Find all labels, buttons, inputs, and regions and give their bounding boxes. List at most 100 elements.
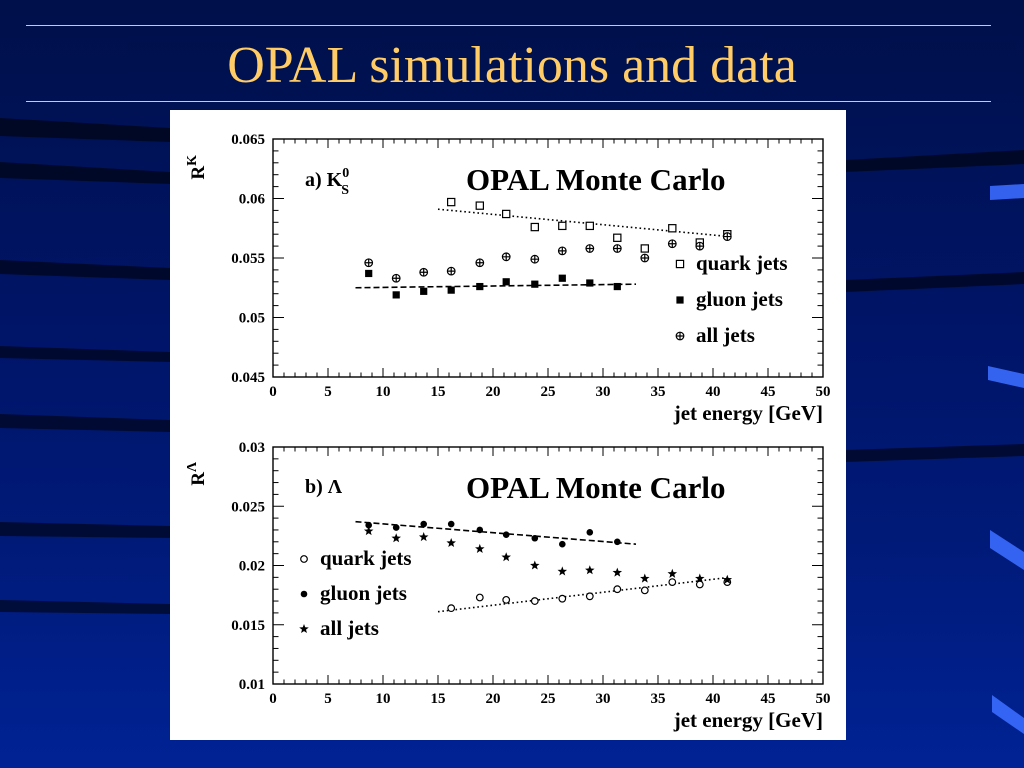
x-tick-label: 35 xyxy=(651,384,666,400)
data-point xyxy=(667,239,677,249)
legend-label: quark jets xyxy=(696,251,788,275)
data-point xyxy=(585,592,594,601)
y-tick-label: 0.05 xyxy=(239,311,265,327)
x-axis-label: jet energy [GeV] xyxy=(673,401,823,425)
y-tick-label: 0.02 xyxy=(239,559,265,575)
data-point xyxy=(613,233,622,242)
data-point xyxy=(668,224,677,233)
figure-panel: 0 5 10 15 20 25 30 35 40 45 50 0.045 0.05 0.055 0.06 0.… xyxy=(170,110,846,740)
series-quark-jets xyxy=(447,197,732,253)
monte-carlo-annotation: OPAL Monte Carlo xyxy=(466,470,725,505)
x-axis-label: jet energy [GeV] xyxy=(673,708,823,732)
legend: quark jets gluon jets all jets xyxy=(299,546,412,640)
chart-panel-a: 0 5 10 15 20 25 30 35 40 45 50 0.045 0.05 0.055 0.06 0.… xyxy=(185,132,831,425)
x-tick-label: 0 xyxy=(269,384,277,400)
data-point xyxy=(446,266,456,276)
chart-panel-b: 0 5 10 15 20 25 30 35 40 45 50 0.01 0.015 0.02 0.025 0.… xyxy=(185,440,831,732)
data-point xyxy=(530,222,540,232)
x-tick-label: 5 xyxy=(324,691,332,707)
data-point xyxy=(365,521,372,529)
y-tick-label: 0.015 xyxy=(231,618,265,634)
data-point xyxy=(585,565,595,575)
x-tick-label: 15 xyxy=(431,691,446,707)
data-point xyxy=(391,273,401,283)
data-point xyxy=(586,529,594,536)
data-point xyxy=(695,241,705,251)
legend-marker xyxy=(676,296,684,304)
x-ticks xyxy=(272,447,824,684)
y-ticks xyxy=(273,138,823,378)
legend-marker xyxy=(300,555,308,563)
data-point xyxy=(640,253,650,263)
data-point xyxy=(475,543,485,553)
data-point xyxy=(531,280,539,288)
series-quark-jets xyxy=(447,578,732,613)
legend-label: all jets xyxy=(320,616,379,640)
x-tick-label: 10 xyxy=(376,691,391,707)
data-point xyxy=(447,197,456,207)
x-tick-label: 25 xyxy=(541,384,556,400)
data-point xyxy=(363,526,374,536)
y-tick-label: 0.025 xyxy=(231,499,265,515)
data-point xyxy=(364,258,374,268)
x-tick-label: 35 xyxy=(651,691,666,707)
data-point xyxy=(558,221,567,231)
data-point xyxy=(419,267,429,277)
data-point xyxy=(722,232,732,241)
x-tick-label: 20 xyxy=(486,691,501,707)
series-gluon-jets xyxy=(365,269,621,299)
legend-marker xyxy=(675,331,685,341)
data-point xyxy=(420,520,427,528)
legend-label: quark jets xyxy=(320,546,412,570)
y-axis-label: RΛ xyxy=(185,462,209,486)
data-point xyxy=(447,520,455,528)
y-axis-label: RK xyxy=(185,155,209,180)
series-all-jets xyxy=(363,526,733,584)
data-point xyxy=(475,593,484,602)
y-tick-label: 0.01 xyxy=(239,677,265,693)
data-point xyxy=(420,287,428,295)
opal-figure: 0 5 10 15 20 25 30 35 40 45 500.0450.050.0550.060.… xyxy=(185,132,831,732)
y-tick-label: 0.03 xyxy=(239,440,265,456)
data-point xyxy=(558,594,567,603)
legend-label: all jets xyxy=(696,323,755,347)
data-point xyxy=(612,244,622,253)
x-tick-label: 10 xyxy=(376,384,391,400)
data-point xyxy=(668,578,677,586)
data-point xyxy=(557,246,567,256)
y-tick-label: 0.045 xyxy=(231,370,265,386)
fit-line-gluon-jets xyxy=(355,520,637,545)
data-point xyxy=(640,586,649,595)
data-point xyxy=(586,279,594,287)
legend-label: gluon jets xyxy=(696,287,783,311)
data-point xyxy=(695,573,705,583)
data-point xyxy=(614,538,621,546)
slide-title: OPAL simulations and data xyxy=(227,37,797,94)
series-all-jets xyxy=(364,232,732,283)
data-point xyxy=(475,258,485,268)
data-point xyxy=(695,580,704,589)
fit-line-quark-jets xyxy=(437,576,730,613)
data-point xyxy=(391,533,401,543)
y-tick-label: 0.055 xyxy=(231,251,265,267)
data-point xyxy=(501,552,511,562)
legend: quark jets gluon jets all jets xyxy=(675,251,788,347)
title-rule-top xyxy=(26,25,991,26)
panel-label: b) Λ xyxy=(305,476,343,498)
legend-marker xyxy=(300,590,308,598)
data-point xyxy=(447,604,456,613)
data-point xyxy=(613,585,622,594)
x-tick-label: 45 xyxy=(761,384,776,400)
data-point xyxy=(722,574,733,584)
x-tick-label: 20 xyxy=(486,384,501,400)
data-point xyxy=(501,252,511,262)
legend-marker xyxy=(299,624,309,634)
data-point xyxy=(640,573,650,583)
data-point xyxy=(530,597,539,605)
data-point xyxy=(446,537,456,548)
data-point xyxy=(365,269,373,278)
x-tick-label: 50 xyxy=(816,384,831,400)
y-tick-label: 0.06 xyxy=(239,192,266,208)
data-point xyxy=(502,531,510,538)
